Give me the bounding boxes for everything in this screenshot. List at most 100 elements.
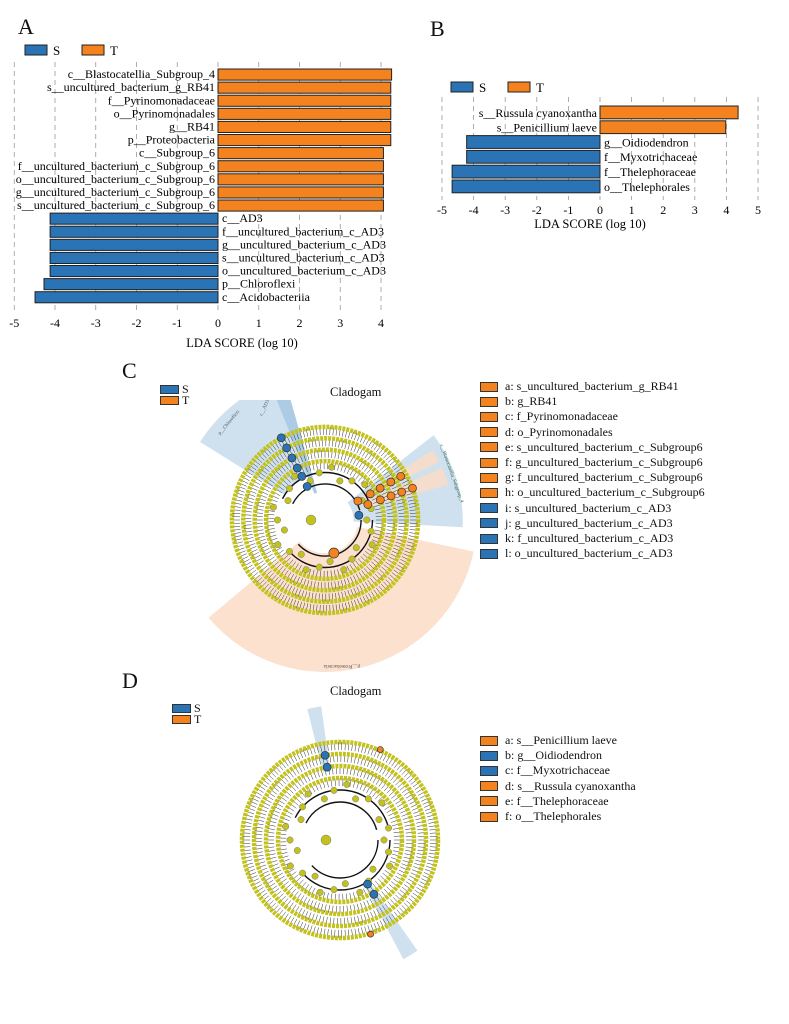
- branch-line: [317, 450, 319, 459]
- branch-line: [374, 573, 381, 581]
- lda-bar-chart-a: S Tc__Blastocatellia_Subgroup_4s__uncultu…: [9, 43, 393, 350]
- tree-node: [330, 886, 338, 894]
- legend-swatch-t: [172, 715, 191, 724]
- taxa-legend-swatch: [480, 750, 498, 761]
- bar-label: c__AD3: [222, 211, 263, 225]
- bar: [34, 291, 219, 304]
- sector-oidiodendron-shade: [307, 706, 331, 773]
- root-node: [305, 514, 317, 526]
- legend-label-s: S: [53, 43, 60, 58]
- bar: [217, 134, 392, 147]
- branch-line: [297, 589, 301, 598]
- x-tick-label: 2: [297, 316, 303, 330]
- branch-line: [334, 581, 337, 590]
- branch-line: [260, 452, 267, 459]
- branch-line: [302, 749, 307, 757]
- tree-node: [330, 786, 338, 794]
- branch-line: [245, 470, 253, 476]
- branch-line: [341, 603, 345, 612]
- tree-node: [378, 799, 386, 807]
- tree-arc: [288, 483, 362, 557]
- bar-label: c__Blastocatellia_Subgroup_4: [68, 67, 215, 81]
- branch-line: [396, 498, 405, 502]
- branch-line: [383, 470, 391, 476]
- bar: [599, 120, 727, 135]
- branch-line: [399, 907, 405, 914]
- branch-line: [353, 779, 356, 788]
- branch-line: [360, 915, 364, 923]
- node-ring: [251, 751, 429, 929]
- tree-node: [299, 869, 307, 877]
- branch-line: [300, 881, 307, 889]
- branch-line: [262, 548, 270, 553]
- branch-line: [367, 759, 371, 768]
- tree-node: [385, 824, 392, 832]
- branch-line: [269, 902, 276, 909]
- highlight-node-t: [376, 746, 384, 753]
- branch-line: [417, 846, 426, 848]
- legend-swatch-t: [81, 44, 105, 56]
- bar-label: s__Russula cyanoxantha: [479, 106, 598, 120]
- highlight-node-t: [375, 495, 385, 505]
- tree-arc: [301, 801, 379, 879]
- legend-swatch-t: [160, 396, 179, 405]
- branch-line: [313, 450, 316, 459]
- branch-line: [417, 849, 426, 852]
- taxa-legend-item: d: o_Pyrinomonadales: [480, 425, 705, 440]
- tree-node: [297, 816, 305, 824]
- bar: [466, 135, 601, 149]
- branch-line: [368, 439, 373, 447]
- branch-line: [375, 792, 381, 800]
- branch-line: [311, 758, 315, 767]
- branch-line: [269, 537, 278, 542]
- taxa-legend-item: c: f_Pyrinomonadaceae: [480, 409, 705, 424]
- branch-line: [356, 586, 361, 594]
- branch-line: [267, 531, 276, 534]
- tree-node: [274, 541, 282, 549]
- branch-line: [260, 545, 269, 549]
- taxa-legend-swatch: [480, 503, 498, 514]
- tree-node: [348, 477, 356, 485]
- taxa-legend-item: a: s_uncultured_bacterium_g_RB41: [480, 379, 705, 394]
- taxa-legend-swatch: [480, 442, 498, 453]
- legend-label-s: S: [182, 382, 189, 396]
- bar-label: f__Pyrinomonadaceae: [108, 93, 215, 107]
- legend-label-t: T: [194, 712, 202, 726]
- bar-label: f__Myxotrichaceae: [604, 150, 697, 164]
- bar: [49, 225, 219, 238]
- branch-line: [277, 549, 284, 555]
- node-ring: [252, 447, 398, 593]
- branch-line: [307, 886, 313, 894]
- branch-line: [357, 915, 360, 924]
- highlight-node-t: [367, 930, 374, 938]
- branch-line: [417, 832, 426, 834]
- branch-line: [346, 466, 351, 475]
- branch-line: [360, 757, 364, 765]
- branch-line: [248, 804, 257, 808]
- branch-line: [280, 855, 289, 859]
- branch-line: [375, 526, 384, 529]
- branch-line: [302, 429, 305, 438]
- taxa-legend-item: i: s_uncultured_bacterium_c_AD3: [480, 501, 705, 516]
- bar: [217, 199, 384, 212]
- highlight-node-s: [292, 463, 302, 473]
- branch-line: [263, 550, 272, 556]
- tree-node: [286, 836, 294, 844]
- legend-item-t: T: [172, 712, 202, 726]
- x-tick-label: 5: [755, 203, 761, 217]
- tree-node: [282, 823, 290, 831]
- highlight-node-s: [322, 762, 332, 772]
- branch-line: [402, 860, 411, 864]
- branch-line: [353, 457, 358, 465]
- x-tick-label: -1: [563, 203, 573, 217]
- cladogram-c: p__Chloroflexic__AD3c__Blastocatellia_Su…: [200, 400, 474, 672]
- tree-node: [291, 472, 299, 480]
- node-ring: [263, 458, 387, 582]
- x-tick-label: 0: [215, 316, 221, 330]
- branch-line: [362, 449, 367, 457]
- taxa-legend-item: j: g_uncultured_bacterium_c_AD3: [480, 516, 705, 531]
- branch-line: [383, 581, 390, 588]
- tree-node: [285, 485, 293, 492]
- branch-line: [353, 587, 358, 596]
- branch-line: [387, 457, 394, 463]
